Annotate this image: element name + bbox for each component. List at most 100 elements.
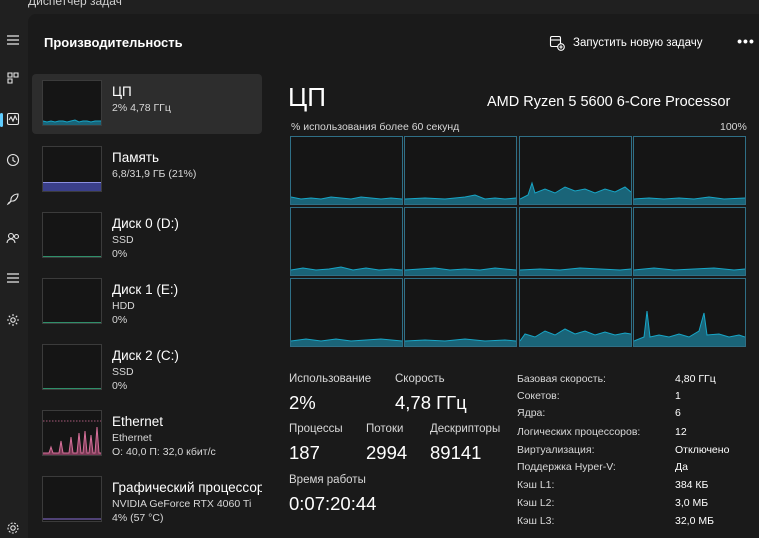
run-new-task-label: Запустить новую задачу [573, 37, 703, 49]
processes-label: Процессы [289, 423, 343, 435]
info-label: Кэш L3: [517, 515, 555, 527]
cpu-core-graph [404, 136, 517, 205]
info-label: Кэш L1: [517, 479, 555, 491]
info-value: 1 [675, 390, 681, 402]
info-value: 6 [675, 407, 681, 419]
resource-usage: О: 40,0 П: 32,0 кбит/с [112, 446, 216, 458]
memory-thumbnail-graph [42, 146, 102, 192]
page-header: Производительность Запустить новую задач… [28, 14, 759, 72]
resource-item-ethernet[interactable]: Ethernet Ethernet О: 40,0 П: 32,0 кбит/с [32, 404, 262, 464]
cpu-core-graph [519, 278, 632, 347]
disk-2-thumbnail-graph [42, 344, 102, 390]
performance-panel: Производительность Запустить новую задач… [28, 14, 759, 538]
info-label: Ядра: [517, 407, 546, 419]
resource-detail: 2% 4,78 ГГц [112, 102, 171, 114]
resource-usage: 0% [112, 248, 128, 260]
cpu-core-graph [404, 278, 517, 347]
resource-name: Диск 0 (D:) [112, 216, 179, 231]
processes-icon[interactable] [0, 64, 26, 92]
handles-value: 89141 [430, 442, 482, 463]
uptime-label: Время работы [289, 474, 366, 486]
resource-name: Графический процессор 0 [112, 480, 262, 495]
cpu-thumbnail-graph [42, 80, 102, 126]
resource-detail: SSD [112, 366, 134, 378]
info-label: Кэш L2: [517, 497, 555, 509]
startup-apps-icon[interactable] [0, 185, 26, 213]
performance-icon[interactable] [0, 105, 26, 133]
resource-usage: 4% (57 °C) [112, 512, 164, 524]
services-icon[interactable] [0, 306, 26, 334]
cpu-core-graph [633, 278, 746, 347]
info-value: 12 [675, 426, 687, 438]
nav-rail [0, 14, 26, 538]
cpu-model-name: AMD Ryzen 5 5600 6-Core Processor [487, 94, 731, 110]
info-value: 384 КБ [675, 479, 709, 491]
new-task-icon [549, 35, 565, 51]
info-label: Базовая скорость: [517, 373, 606, 385]
resource-item-cpu[interactable]: ЦП 2% 4,78 ГГц [32, 74, 262, 134]
resource-title: ЦП [288, 82, 326, 112]
info-value: 32,0 МБ [675, 515, 714, 527]
info-value: 3,0 МБ [675, 497, 709, 509]
resource-name: Ethernet [112, 414, 164, 429]
handles-label: Дескрипторы [430, 423, 501, 435]
details-icon[interactable] [0, 264, 26, 292]
settings-icon[interactable] [0, 514, 26, 538]
resource-detail: HDD [112, 300, 135, 312]
resource-usage: 0% [112, 314, 128, 326]
speed-value: 4,78 ГГц [395, 392, 467, 413]
disk-1-thumbnail-graph [42, 278, 102, 324]
cpu-core-graph [519, 207, 632, 276]
resource-item-disk-1[interactable]: Диск 1 (E:) HDD 0% [32, 272, 262, 332]
threads-label: Потоки [366, 423, 404, 435]
cpu-core-graph [633, 136, 746, 205]
resource-name: ЦП [112, 84, 132, 99]
page-title: Производительность [44, 35, 183, 50]
info-value: 4,80 ГГц [675, 373, 716, 385]
gpu-0-thumbnail-graph [42, 476, 102, 522]
cpu-core-graph [519, 136, 632, 205]
cpu-core-graph [633, 207, 746, 276]
disk-0-thumbnail-graph [42, 212, 102, 258]
resource-name: Память [112, 150, 160, 165]
usage-value: 2% [289, 392, 316, 413]
resource-item-gpu-0[interactable]: Графический процессор 0 NVIDIA GeForce R… [32, 470, 262, 530]
cpu-core-graph [290, 136, 403, 205]
resource-item-disk-0[interactable]: Диск 0 (D:) SSD 0% [32, 206, 262, 266]
resource-detail: Ethernet [112, 432, 152, 444]
users-icon[interactable] [0, 224, 26, 252]
resource-item-memory[interactable]: Память 6,8/31,9 ГБ (21%) [32, 140, 262, 200]
resource-name: Диск 2 (C:) [112, 348, 179, 363]
info-label: Поддержка Hyper-V: [517, 461, 616, 473]
menu-icon[interactable] [0, 26, 26, 54]
cpu-core-graph [290, 278, 403, 347]
info-label: Сокетов: [517, 390, 560, 402]
speed-label: Скорость [395, 373, 445, 385]
info-label: Виртуализация: [517, 444, 595, 456]
info-value: Да [675, 461, 688, 473]
usage-label: Использование [289, 373, 372, 385]
window-title: Диспетчер задач [28, 0, 122, 8]
graph-caption: % использования более 60 секунд [291, 121, 460, 133]
more-options-button[interactable]: ••• [737, 33, 755, 49]
uptime-value: 0:07:20:44 [289, 493, 377, 514]
logical-processor-graphs [290, 136, 746, 348]
cpu-core-graph [404, 207, 517, 276]
threads-value: 2994 [366, 442, 408, 463]
resource-usage: 0% [112, 380, 128, 392]
processes-value: 187 [289, 442, 320, 463]
graph-max-label: 100% [720, 121, 747, 133]
resource-item-disk-2[interactable]: Диск 2 (C:) SSD 0% [32, 338, 262, 398]
ethernet-thumbnail-graph [42, 410, 102, 456]
info-value: Отключено [675, 444, 730, 456]
memory-usage-fill [43, 182, 101, 191]
resource-detail: SSD [112, 234, 134, 246]
run-new-task-button[interactable]: Запустить новую задачу [545, 30, 707, 56]
resource-detail: 6,8/31,9 ГБ (21%) [112, 168, 197, 180]
cpu-core-graph [290, 207, 403, 276]
info-label: Логических процессоров: [517, 426, 641, 438]
app-history-icon[interactable] [0, 146, 26, 174]
resource-detail: NVIDIA GeForce RTX 4060 Ti [112, 498, 252, 510]
resource-name: Диск 1 (E:) [112, 282, 179, 297]
